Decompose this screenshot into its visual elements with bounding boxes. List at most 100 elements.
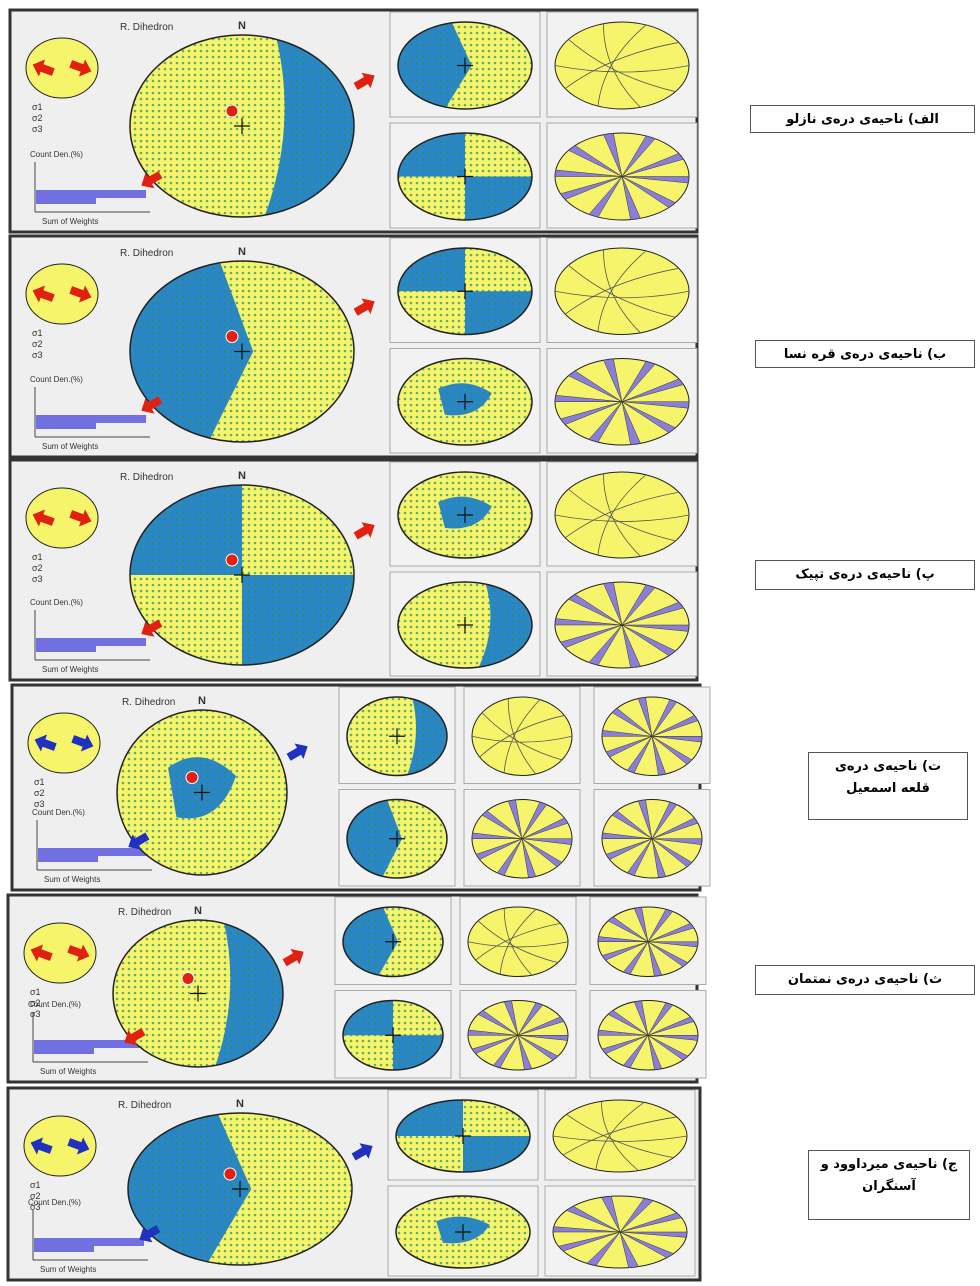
- center-cross: [457, 507, 473, 523]
- arrow-shape: [71, 734, 94, 752]
- stress-arrow: [141, 171, 163, 189]
- rose-petal: [601, 1016, 695, 1054]
- stress-arrow: [32, 59, 55, 77]
- net-title: R. Dihedron: [122, 697, 175, 708]
- net-outline: [127, 1112, 353, 1266]
- arrow-shape: [30, 944, 53, 962]
- great-circle: [467, 941, 569, 948]
- caption: ث) ناحیه‌ی دره‌ی نمتمان: [755, 965, 975, 995]
- net-outline: [129, 260, 355, 443]
- net-outline: [342, 906, 444, 978]
- inset-net: [27, 712, 101, 774]
- great-circle: [564, 42, 679, 89]
- caption-line: آسنگران: [862, 1179, 916, 1194]
- stress-arrow: [353, 72, 375, 90]
- great-circle: [597, 474, 647, 556]
- x-label: Sum of Weights: [40, 1067, 96, 1076]
- arrow-shape: [139, 1225, 161, 1243]
- rose-petal: [586, 1198, 654, 1266]
- stress-label: σ2: [30, 1191, 41, 1201]
- hist-bar: [36, 190, 146, 198]
- stereonet: [343, 1000, 443, 1070]
- net-title: R. Dihedron: [120, 472, 173, 483]
- great-circle: [603, 249, 641, 334]
- center-cross: [457, 57, 473, 74]
- axis-label: Count Den.(%): [28, 1000, 81, 1009]
- inset-net: [25, 487, 99, 549]
- hist-bar: [36, 646, 96, 652]
- net-outline: [397, 132, 533, 221]
- caption: الف) ناحیه‌ی دره‌ی نازلو: [750, 105, 975, 133]
- net-outline: [129, 34, 355, 218]
- inset-net: [25, 263, 99, 325]
- caption: ج) ناحیه‌ی میرداوود و آسنگران: [808, 1150, 970, 1220]
- rose-petal: [597, 936, 699, 948]
- net-outline: [397, 21, 533, 110]
- stress-label: σ2: [30, 998, 41, 1008]
- center-cross: [385, 933, 401, 950]
- sigma-marker: [223, 1167, 237, 1181]
- rose-petal: [568, 370, 676, 433]
- axis-label: Count Den.(%): [30, 150, 83, 159]
- rose-petal: [605, 715, 699, 758]
- center-cross: [455, 1128, 471, 1144]
- center-cross: [457, 617, 473, 633]
- arrow-shape: [128, 832, 150, 850]
- stress-label: σ2: [32, 113, 43, 123]
- center-cross: [457, 283, 473, 300]
- arrow-shape: [353, 298, 375, 316]
- rose-petal: [554, 169, 690, 184]
- axis-label: Count Den.(%): [32, 808, 85, 817]
- north-label: N: [238, 20, 246, 32]
- stress-arrow: [353, 298, 375, 316]
- stress-label: σ3: [30, 1202, 41, 1212]
- hist-bar: [34, 1040, 144, 1048]
- hist-bar: [38, 856, 98, 862]
- rose-petal: [601, 730, 703, 743]
- stress-arrow: [32, 509, 55, 527]
- net: [554, 471, 690, 559]
- sigma-marker: [185, 771, 199, 784]
- arrow-shape: [353, 72, 375, 90]
- net: [471, 696, 573, 776]
- arrow-shape: [34, 734, 57, 752]
- stress-label: σ3: [32, 124, 43, 134]
- stress-label: σ1: [34, 777, 45, 787]
- rose-petal: [601, 1196, 639, 1268]
- arrow-shape: [32, 509, 55, 527]
- rose-petal: [554, 618, 690, 632]
- great-circle: [566, 1114, 674, 1159]
- net-title: R. Dihedron: [120, 22, 173, 33]
- arrow-shape: [141, 396, 163, 414]
- caption-line: ت) ناحیه‌ی دره‌ی: [834, 759, 942, 774]
- arrow-shape: [353, 522, 375, 540]
- great-circle: [564, 491, 679, 539]
- great-circle: [503, 699, 541, 773]
- arrow-shape: [282, 948, 304, 967]
- caption: ت) ناحیه‌ی دره‌ی قلعه اسمعیل: [808, 752, 968, 820]
- rose-petal: [568, 593, 676, 657]
- x-label: Sum of Weights: [42, 442, 98, 451]
- rose-petal: [607, 1010, 689, 1061]
- stress-label: σ3: [34, 799, 45, 809]
- stress-arrow: [34, 734, 57, 752]
- center-cross: [457, 393, 473, 410]
- stereonet: [398, 248, 532, 335]
- great-circle: [554, 65, 690, 73]
- arrow-shape: [32, 285, 55, 303]
- rose-petal: [568, 145, 676, 208]
- stress-arrow: [141, 396, 163, 414]
- arrow-shape: [351, 1143, 373, 1161]
- rose-petal: [605, 817, 699, 860]
- caption-line: پ) ناحیه‌ی دره‌ی تپیک: [795, 567, 935, 582]
- inset-net: [25, 37, 99, 99]
- rose-petal: [611, 810, 693, 868]
- net-outline: [395, 1195, 531, 1269]
- stress-arrow: [351, 1143, 373, 1161]
- center-cross: [234, 567, 250, 583]
- stress-label: σ1: [32, 552, 43, 562]
- stress-arrow: [124, 1028, 146, 1046]
